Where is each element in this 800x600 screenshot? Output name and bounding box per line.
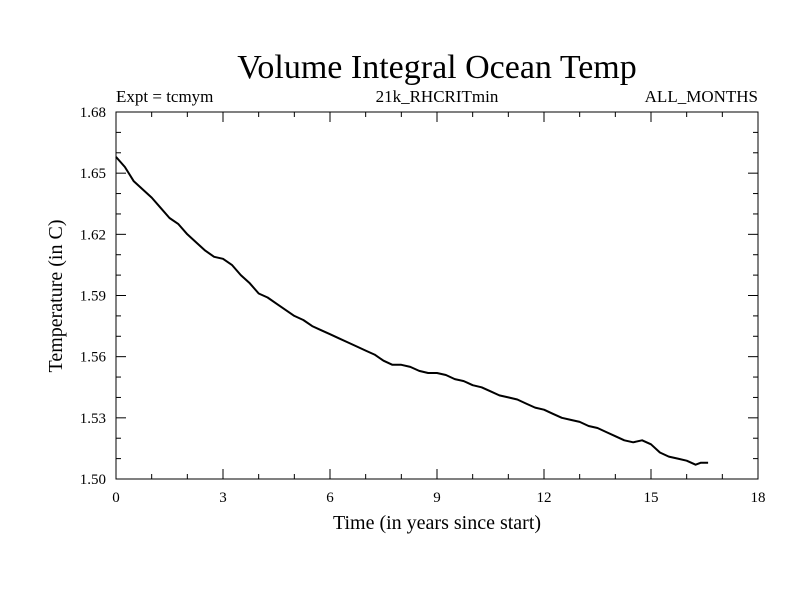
series-layer <box>115 156 709 466</box>
y-tick-label: 1.62 <box>80 227 106 243</box>
plot-border <box>115 111 759 480</box>
y-tick-label: 1.53 <box>80 411 106 427</box>
axis-ticks <box>115 111 759 480</box>
chart-title: Volume Integral Ocean Temp <box>237 49 637 86</box>
x-tick-label: 3 <box>219 490 227 506</box>
x-tick-label: 0 <box>112 490 120 506</box>
y-tick-label: 1.65 <box>80 166 106 182</box>
axis-tick-labels: 0 3 6 9 12 15 18 1.50 1.53 1.56 1.59 1.62 1.65 1.68 <box>80 105 766 506</box>
x-tick-label: 18 <box>751 490 766 506</box>
plot-area <box>115 111 759 480</box>
y-axis-label: Temperature (in C) <box>45 220 67 373</box>
subtitle-run-name: 21k_RHCRITmin <box>376 87 499 106</box>
y-tick-label: 1.59 <box>80 289 106 305</box>
series-line <box>115 156 709 466</box>
x-tick-label: 6 <box>326 490 334 506</box>
x-axis-label: Time (in years since start) <box>333 512 541 534</box>
subtitle-experiment: Expt = tcmym <box>116 87 213 106</box>
y-tick-label: 1.50 <box>80 472 106 488</box>
x-tick-label: 15 <box>644 490 659 506</box>
x-tick-label: 12 <box>537 490 552 506</box>
y-tick-label: 1.68 <box>80 105 106 121</box>
x-tick-label: 9 <box>433 490 441 506</box>
subtitle-months: ALL_MONTHS <box>645 87 758 106</box>
y-tick-label: 1.56 <box>80 350 107 366</box>
